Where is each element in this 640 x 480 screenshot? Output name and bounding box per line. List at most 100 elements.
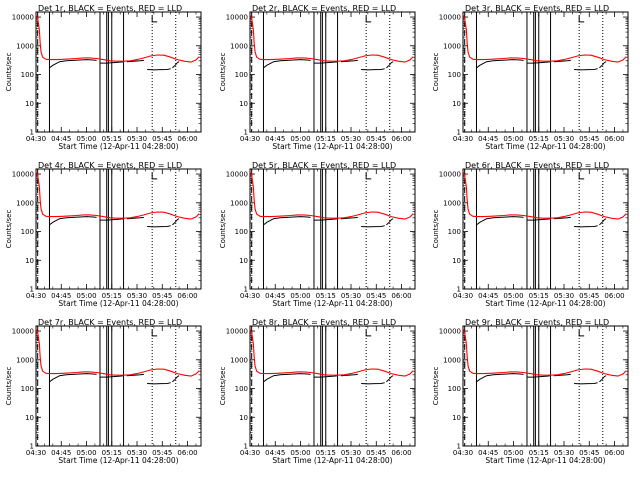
plot-frame <box>462 168 629 290</box>
y-tick-label: 10000 <box>226 171 248 179</box>
x-tick-label: 05:00 <box>76 292 96 300</box>
l-marker <box>365 329 372 337</box>
x-tick-label: 05:15 <box>102 135 122 143</box>
chart-panel-5: Det 5r, BLACK = Events, RED = LLD 1 10 100 1… <box>219 161 416 308</box>
y-tick-label: 10000 <box>226 328 248 336</box>
x-tick-label: 04:30 <box>453 135 473 143</box>
y-tick-label: 10 <box>25 257 34 265</box>
y-tick-label: 10 <box>239 414 248 422</box>
l-marker <box>365 15 372 23</box>
x-tick-label: 05:00 <box>290 135 310 143</box>
y-tick-label: 1 <box>457 286 461 294</box>
events-series-line <box>147 225 171 228</box>
y-tick-label: 10 <box>25 100 34 108</box>
events-series-line <box>361 382 385 385</box>
events-series-line <box>172 375 180 383</box>
events-series-line <box>527 218 551 221</box>
x-tick-label: 05:45 <box>579 135 599 143</box>
events-series-line <box>599 218 607 226</box>
x-tick-label: 04:30 <box>26 449 46 457</box>
y-tick-label: 1000 <box>16 199 34 207</box>
x-tick-label: 05:00 <box>76 135 96 143</box>
x-tick-label: 05:00 <box>503 449 523 457</box>
y-axis-label: Counts/sec <box>219 210 227 249</box>
x-tick-label: 04:45 <box>265 292 285 300</box>
events-series-line <box>553 59 571 63</box>
events-series-line <box>126 216 144 220</box>
plot-frame <box>249 11 416 133</box>
plot-frame <box>35 325 202 447</box>
x-tick-label: 06:00 <box>391 135 411 143</box>
l-marker <box>365 172 372 180</box>
y-tick-label: 1000 <box>230 356 248 364</box>
x-tick-label: 04:45 <box>51 292 71 300</box>
x-tick-label: 05:15 <box>316 292 336 300</box>
l-marker <box>151 329 158 337</box>
events-series-line <box>172 218 180 226</box>
x-tick-label: 06:00 <box>604 449 624 457</box>
y-tick-label: 1000 <box>443 356 461 364</box>
events-series-line <box>386 375 394 383</box>
events-series-line <box>476 59 524 69</box>
lld-series-line <box>249 14 414 63</box>
events-series-line <box>126 59 144 63</box>
chart-panel-7: Det 7r, BLACK = Events, RED = LLD 1 10 100 1… <box>5 318 202 465</box>
x-tick-label: 05:30 <box>127 292 147 300</box>
y-tick-label: 1 <box>244 286 248 294</box>
x-tick-label: 04:45 <box>51 449 71 457</box>
chart-title: Det 5r, BLACK = Events, RED = LLD <box>252 161 396 170</box>
x-tick-label: 05:15 <box>529 292 549 300</box>
events-series-line <box>100 218 124 221</box>
y-tick-label: 10000 <box>12 328 34 336</box>
x-axis-label: Start Time (12-Apr-11 04:28:00) <box>272 456 392 465</box>
x-tick-label: 04:45 <box>478 449 498 457</box>
x-tick-label: 05:00 <box>503 135 523 143</box>
y-tick-label: 1000 <box>443 42 461 50</box>
y-tick-label: 10 <box>452 100 461 108</box>
x-tick-label: 05:15 <box>102 449 122 457</box>
y-tick-label: 10000 <box>12 14 34 22</box>
y-axis-label: Counts/sec <box>5 53 13 92</box>
events-series-line <box>386 218 394 226</box>
x-tick-label: 05:45 <box>366 449 386 457</box>
x-tick-label: 05:45 <box>152 135 172 143</box>
chart-panel-2: Det 2r, BLACK = Events, RED = LLD 1 10 100 1… <box>219 4 416 151</box>
x-tick-label: 05:45 <box>152 292 172 300</box>
y-tick-label: 1000 <box>230 199 248 207</box>
x-tick-label: 04:45 <box>265 449 285 457</box>
chart-title: Det 8r, BLACK = Events, RED = LLD <box>252 318 396 327</box>
events-series-line <box>340 373 358 377</box>
y-tick-label: 1 <box>30 443 34 451</box>
x-tick-label: 05:45 <box>366 135 386 143</box>
x-tick-label: 06:00 <box>391 449 411 457</box>
chart-panel-6: Det 6r, BLACK = Events, RED = LLD 1 10 100 1… <box>432 161 629 308</box>
x-tick-label: 05:30 <box>341 292 361 300</box>
events-series-line <box>314 61 338 64</box>
events-series-line <box>553 373 571 377</box>
events-series-line <box>100 375 124 378</box>
y-tick-label: 100 <box>21 228 34 236</box>
lld-series-line <box>462 171 627 220</box>
y-tick-label: 100 <box>448 228 461 236</box>
y-tick-label: 10000 <box>12 171 34 179</box>
events-series-line <box>476 373 524 383</box>
x-tick-label: 05:45 <box>579 449 599 457</box>
x-tick-label: 04:30 <box>453 449 473 457</box>
x-axis-label: Start Time (12-Apr-11 04:28:00) <box>58 299 178 308</box>
y-axis-label: Counts/sec <box>219 367 227 406</box>
x-tick-label: 05:45 <box>152 449 172 457</box>
plot-frame <box>249 325 416 447</box>
x-tick-label: 05:00 <box>503 292 523 300</box>
events-series-line <box>599 61 607 69</box>
lld-series-line <box>249 171 414 220</box>
plot-frame <box>462 11 629 133</box>
x-tick-label: 05:45 <box>579 292 599 300</box>
x-tick-label: 06:00 <box>391 292 411 300</box>
chart-title: Det 2r, BLACK = Events, RED = LLD <box>252 4 396 13</box>
y-axis-label: Counts/sec <box>432 210 440 249</box>
events-series-line <box>147 382 171 385</box>
y-tick-label: 1000 <box>16 356 34 364</box>
events-series-line <box>527 375 551 378</box>
events-series-line <box>126 373 144 377</box>
